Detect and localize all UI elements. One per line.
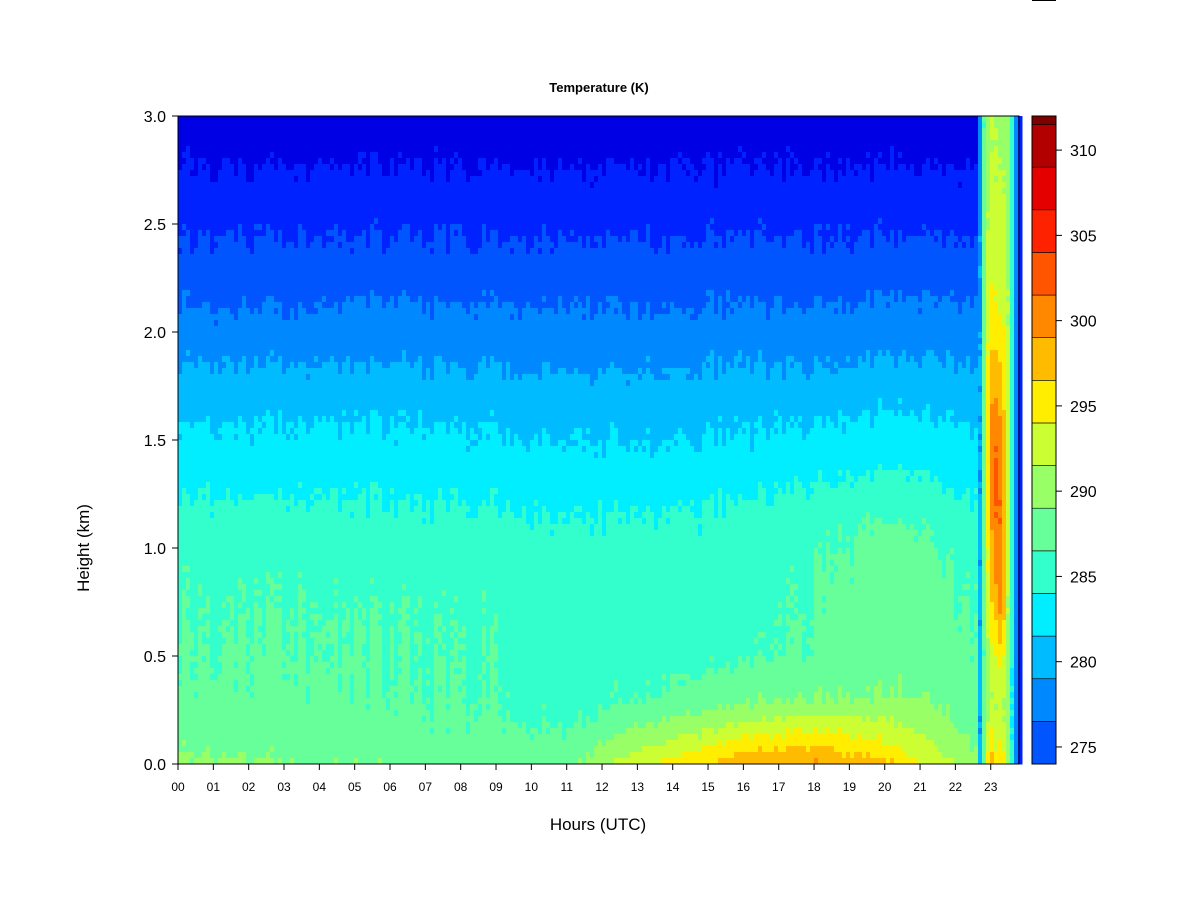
- x-tick-label: 15: [701, 780, 715, 794]
- colorbar-tick-label: 275: [1070, 740, 1097, 757]
- colorbar-swatch: [1031, 635, 1057, 680]
- colorbar-tick-label: 295: [1070, 399, 1097, 416]
- x-tick-label: 23: [984, 780, 998, 794]
- colorbar-swatch: [1031, 593, 1057, 637]
- y-tick-label: 3.0: [144, 109, 166, 126]
- chart-title: Temperature (K): [549, 80, 648, 95]
- x-tick-label: 17: [772, 780, 786, 794]
- x-tick-label: 08: [454, 780, 468, 794]
- colorbar-tick-label: 300: [1070, 314, 1097, 331]
- colorbar-swatch: [1031, 209, 1057, 253]
- y-tick-label: 2.0: [144, 325, 166, 342]
- colorbar-swatch: [1031, 507, 1057, 552]
- y-tick-label: 1.0: [144, 541, 166, 558]
- x-axis: 00 01 02 03 04 05 06 07 08 09 10 11 12 13 14 15 16 17 18 19…: [171, 764, 998, 794]
- colorbar-tick-label: 310: [1070, 143, 1097, 160]
- colorbar-frame: [1031, 115, 1057, 765]
- colorbar-swatch: [1031, 380, 1057, 424]
- x-tick-label: 18: [807, 780, 821, 794]
- colorbar-swatch: [1031, 465, 1057, 509]
- x-tick-label: 13: [631, 780, 645, 794]
- colorbar-swatch: [1031, 422, 1057, 466]
- x-tick-label: 02: [242, 780, 256, 794]
- x-tick-label: 03: [277, 780, 291, 794]
- plot-area: [178, 116, 1023, 765]
- y-tick-label: 0.0: [144, 757, 166, 774]
- colorbar-swatch: [1031, 115, 1057, 125]
- y-tick-label: 0.5: [144, 649, 166, 666]
- x-tick-label: 12: [595, 780, 609, 794]
- colorbar: 275 280 285 290 295 300 305 310: [1031, 115, 1097, 765]
- colorbar-tick-label: 280: [1070, 655, 1097, 672]
- y-axis: 0.0 0.5 1.0 1.5 2.0 2.5 3.0: [144, 109, 178, 774]
- colorbar-swatch: [1031, 678, 1057, 722]
- x-tick-label: 10: [525, 780, 539, 794]
- corner-mark: [1032, 0, 1056, 1]
- y-tick-label: 1.5: [144, 433, 166, 450]
- colorbar-swatch: [1031, 337, 1057, 381]
- x-tick-label: 07: [419, 780, 433, 794]
- x-tick-label: 04: [313, 780, 327, 794]
- x-tick-label: 19: [843, 780, 857, 794]
- x-tick-label: 14: [666, 780, 680, 794]
- x-tick-label: 01: [207, 780, 221, 794]
- x-axis-label: Hours (UTC): [550, 815, 646, 834]
- colorbar-swatch: [1031, 294, 1057, 338]
- x-tick-label: 21: [913, 780, 927, 794]
- colorbar-swatch: [1031, 166, 1057, 211]
- colorbar-swatch: [1031, 252, 1057, 296]
- y-axis-label: Height (km): [74, 504, 93, 592]
- x-tick-label: 09: [489, 780, 503, 794]
- colorbar-swatch: [1031, 124, 1057, 168]
- x-tick-label: 06: [383, 780, 397, 794]
- x-tick-label: 00: [171, 780, 185, 794]
- x-tick-label: 22: [949, 780, 963, 794]
- colorbar-swatch: [1031, 550, 1057, 594]
- x-tick-label: 16: [737, 780, 751, 794]
- x-tick-label: 20: [878, 780, 892, 794]
- x-tick-label: 05: [348, 780, 362, 794]
- x-tick-label: 11: [560, 780, 573, 794]
- colorbar-tick-label: 290: [1070, 484, 1097, 501]
- colorbar-tick-label: 305: [1070, 228, 1097, 245]
- colorbar-tick-label: 285: [1070, 569, 1097, 586]
- colorbar-swatch: [1031, 721, 1057, 765]
- y-tick-label: 2.5: [144, 217, 166, 234]
